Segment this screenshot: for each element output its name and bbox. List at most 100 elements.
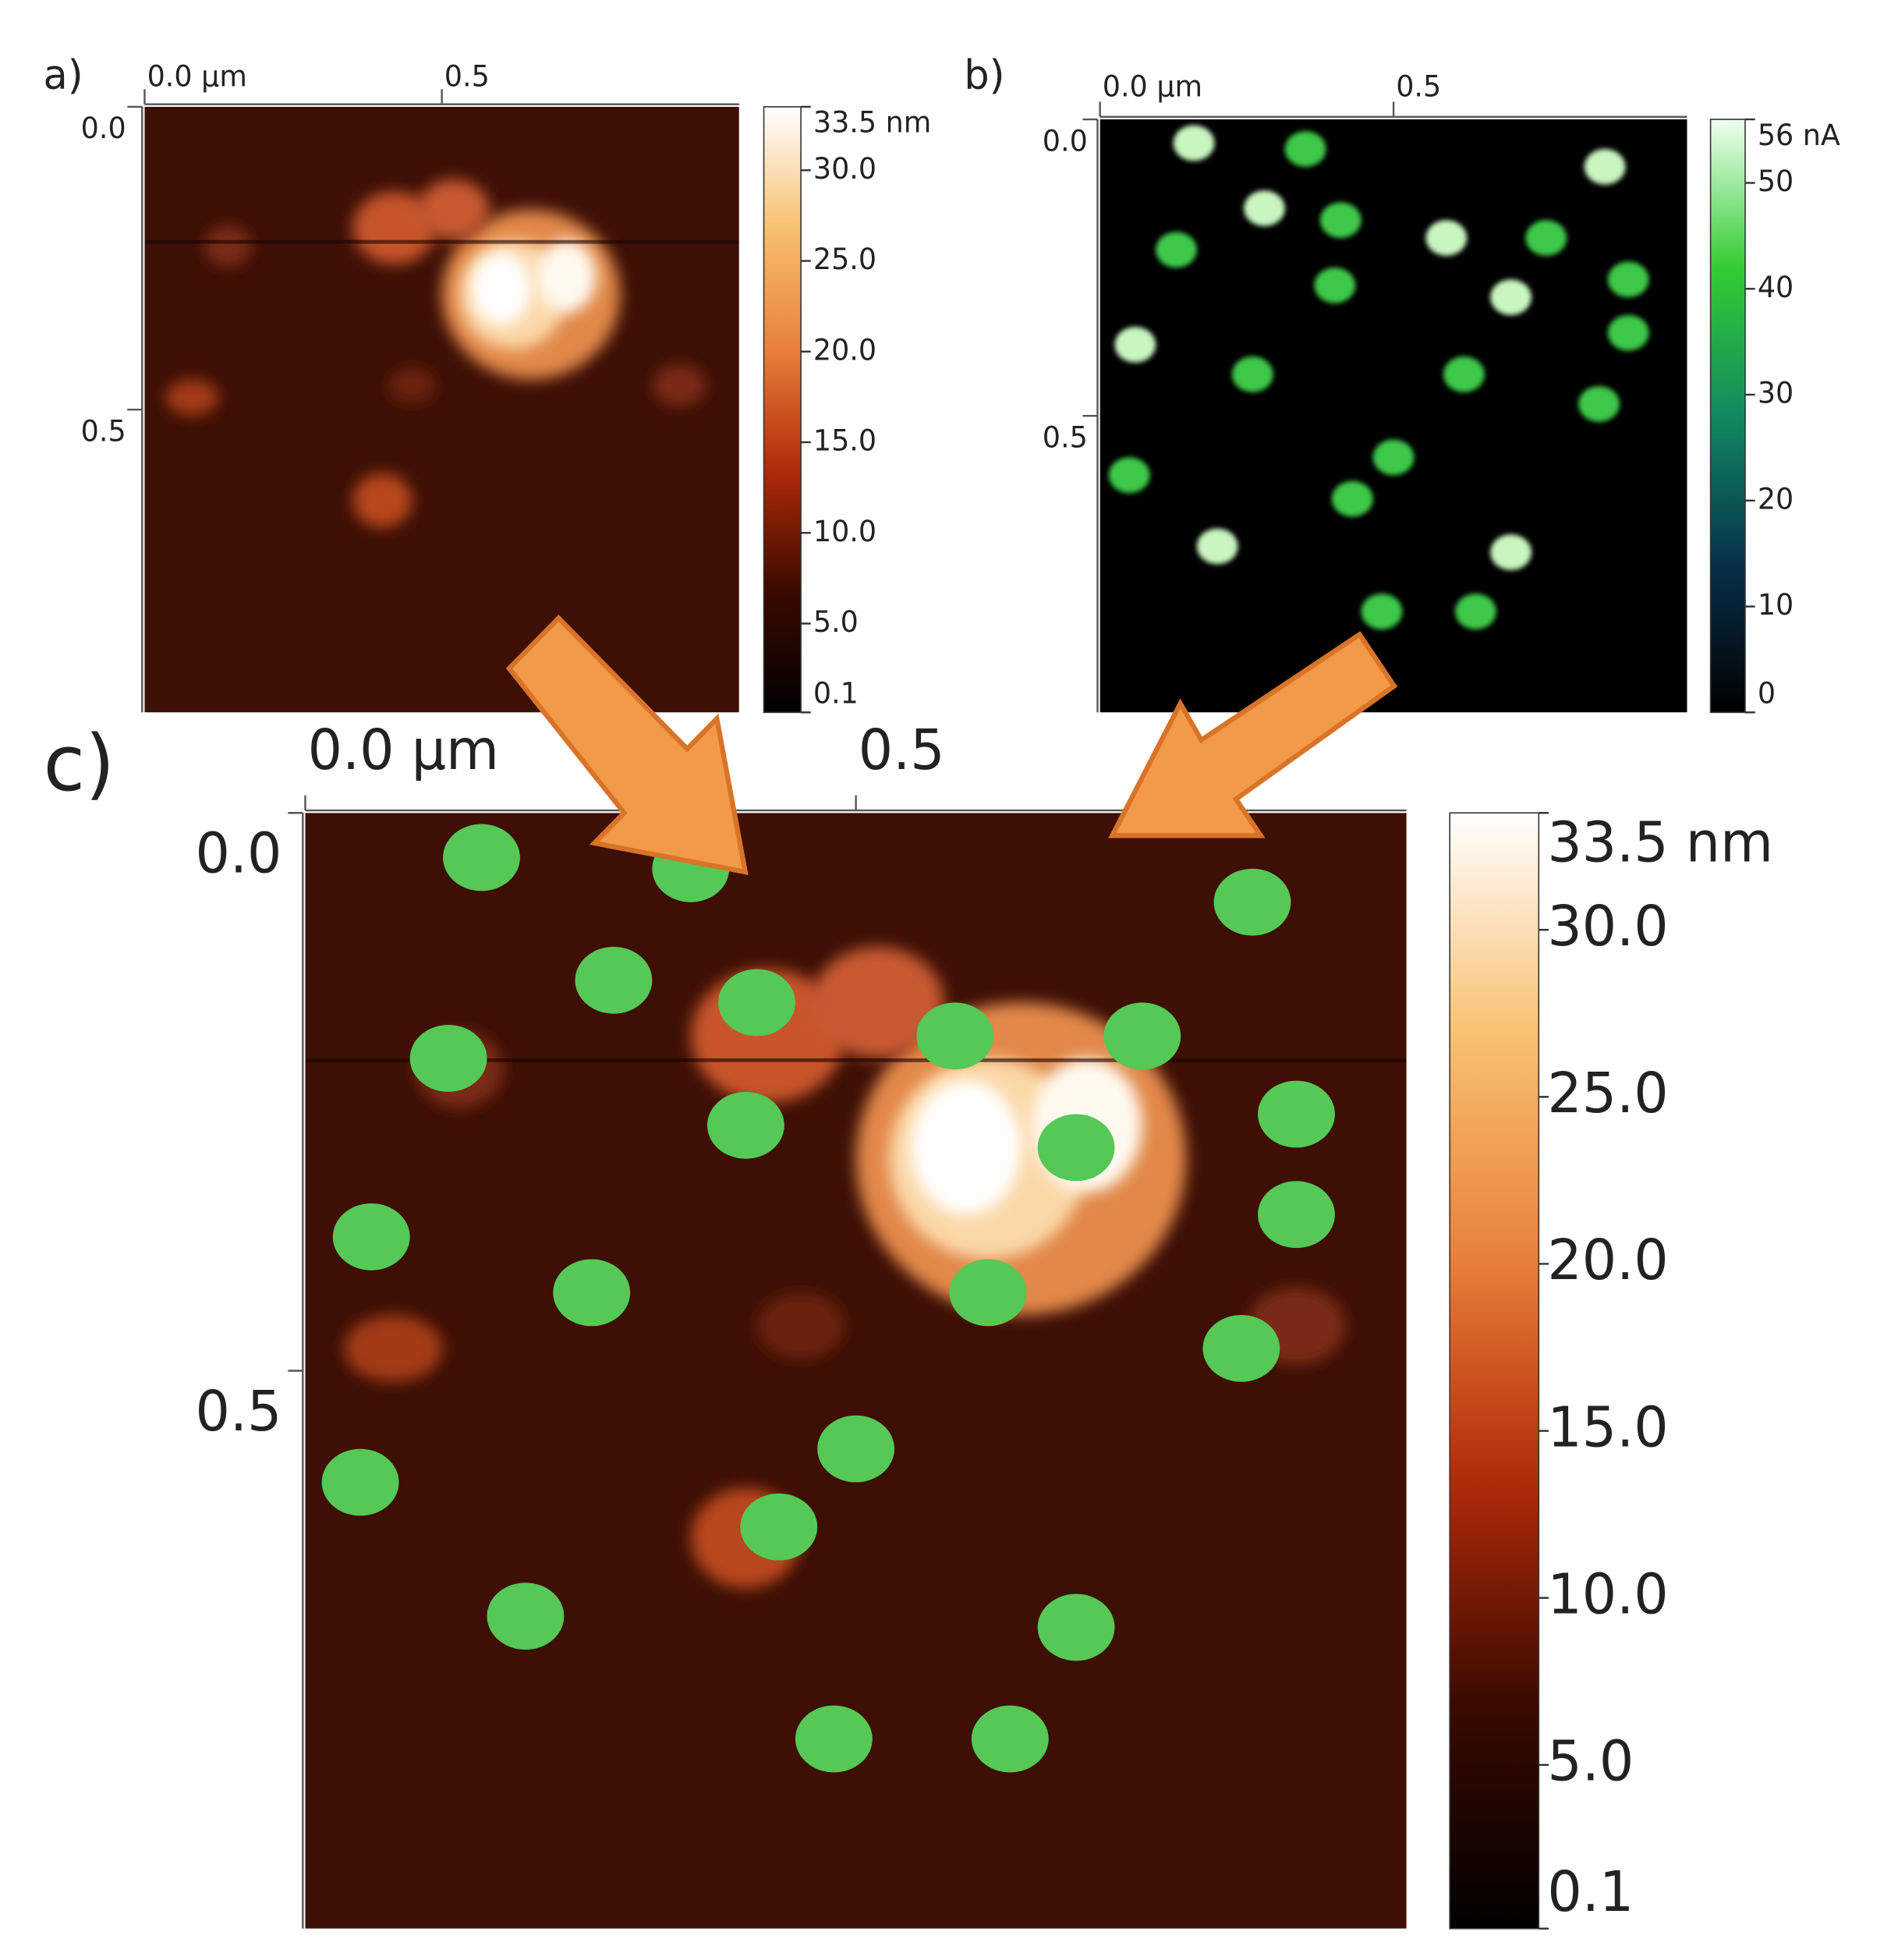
current-feature bbox=[1578, 386, 1620, 422]
current-feature bbox=[1196, 528, 1238, 565]
current-feature bbox=[1425, 220, 1468, 256]
current-feature bbox=[1607, 261, 1649, 298]
current-feature bbox=[443, 824, 520, 891]
colorbar-tick-label: 40 bbox=[1758, 271, 1794, 304]
x-tick-label: 0.0 µm bbox=[1103, 69, 1202, 103]
colorbar-tick-label: 20 bbox=[1758, 482, 1794, 516]
colorbar-tick-label: 15.0 bbox=[1547, 1395, 1668, 1460]
colorbar-tick-label: 10 bbox=[1758, 588, 1794, 622]
colorbar-tick-label: 50 bbox=[1758, 165, 1794, 198]
x-tick-label: 0.5 bbox=[1396, 69, 1441, 103]
current-feature bbox=[1156, 232, 1197, 268]
height-feature bbox=[812, 946, 944, 1058]
y-tick-label: 0.0 bbox=[81, 112, 126, 145]
height-feature bbox=[352, 473, 413, 528]
current-feature bbox=[553, 1259, 631, 1327]
scan-line bbox=[144, 239, 739, 244]
colorbar-tick-label: 30 bbox=[1758, 376, 1794, 409]
current-feature bbox=[1490, 279, 1532, 315]
colorbar-tick-label: 0.1 bbox=[813, 676, 859, 710]
current-feature bbox=[1490, 534, 1532, 570]
height-feature bbox=[204, 225, 252, 268]
current-feature bbox=[332, 1203, 410, 1271]
current-feature bbox=[1173, 125, 1215, 161]
current-feature bbox=[718, 969, 795, 1037]
height-feature bbox=[165, 379, 219, 416]
colorbar-tick-label: 20.0 bbox=[813, 333, 876, 367]
colorbar-tick-label: 15.0 bbox=[813, 424, 876, 457]
current-feature bbox=[1103, 1002, 1181, 1070]
panel-label: a) bbox=[43, 52, 83, 99]
current-feature bbox=[575, 946, 653, 1014]
image bbox=[1100, 119, 1687, 713]
current-feature bbox=[1607, 314, 1649, 351]
colorbar-tick-label: 33.5 nm bbox=[1547, 810, 1773, 875]
panel: c) 0.0 µm 0.5 0.0 0.5 33.5 nm 30.0 25.0 20.0 15.0… bbox=[43, 718, 1773, 1930]
current-feature bbox=[409, 1025, 487, 1092]
x-tick-label: 0.5 bbox=[859, 718, 945, 783]
current-feature bbox=[949, 1259, 1027, 1327]
height-feature bbox=[352, 191, 437, 264]
current-feature bbox=[1202, 1314, 1280, 1382]
colorbar-tick-label: 30.0 bbox=[1547, 894, 1668, 959]
colorbar-tick-label: 30.0 bbox=[813, 152, 876, 186]
current-feature bbox=[1525, 220, 1567, 256]
panels: a) 0.0 µm 0.5 0.0 0.5 33.5 nm 30.0 25.0 20.0 15.0… bbox=[43, 52, 1840, 1930]
height-feature bbox=[653, 363, 706, 407]
colorbar-tick-label: 0 bbox=[1758, 676, 1776, 710]
height-feature bbox=[756, 1292, 845, 1360]
height-feature bbox=[343, 1314, 444, 1382]
current-feature bbox=[1232, 356, 1273, 392]
current-feature bbox=[1037, 1593, 1115, 1661]
y-tick-label: 0.5 bbox=[81, 414, 126, 448]
colorbar-tick-label: 33.5 nm bbox=[813, 105, 931, 139]
current-feature bbox=[487, 1583, 565, 1650]
current-feature bbox=[1108, 457, 1150, 494]
height-feature bbox=[388, 367, 437, 404]
colorbar bbox=[763, 106, 802, 714]
x-tick-label: 0.0 µm bbox=[147, 59, 247, 93]
arrow bbox=[505, 615, 749, 876]
colorbar-tick-label: 25.0 bbox=[1547, 1061, 1668, 1125]
height-feature bbox=[418, 179, 490, 240]
current-feature bbox=[1314, 268, 1356, 303]
colorbar-tick-label: 10.0 bbox=[813, 515, 876, 548]
current-feature bbox=[706, 1091, 784, 1159]
y-tick-label: 0.0 bbox=[195, 821, 282, 886]
current-feature bbox=[1213, 868, 1291, 936]
current-feature bbox=[817, 1415, 895, 1483]
colorbar-tick-label: 25.0 bbox=[813, 243, 876, 276]
height-feature bbox=[536, 239, 597, 313]
y-tick-label: 0.0 bbox=[1043, 124, 1088, 158]
panel-label: b) bbox=[964, 52, 1004, 99]
current-feature bbox=[971, 1705, 1049, 1773]
arrows bbox=[505, 615, 1398, 876]
colorbar-tick-label: 0.1 bbox=[1547, 1859, 1634, 1924]
x-tick-label: 0.5 bbox=[444, 59, 490, 93]
current-feature bbox=[795, 1705, 873, 1773]
current-feature bbox=[740, 1493, 818, 1561]
current-feature bbox=[916, 1002, 994, 1070]
current-feature bbox=[1284, 131, 1326, 167]
colorbar bbox=[1449, 812, 1540, 1930]
current-feature bbox=[1361, 594, 1403, 629]
current-feature bbox=[1258, 1080, 1335, 1148]
colorbar bbox=[1709, 119, 1746, 714]
colorbar-tick-label: 20.0 bbox=[1547, 1228, 1668, 1293]
current-feature bbox=[1319, 202, 1362, 239]
height-feature bbox=[471, 252, 531, 325]
current-feature bbox=[1037, 1114, 1115, 1182]
image bbox=[305, 813, 1407, 1929]
current-feature bbox=[1372, 439, 1415, 476]
current-feature bbox=[321, 1448, 399, 1516]
panel-label: c) bbox=[43, 719, 115, 809]
image bbox=[144, 106, 739, 713]
height-feature bbox=[911, 1080, 1022, 1215]
colorbar-tick-label: 5.0 bbox=[1547, 1729, 1634, 1794]
y-tick-label: 0.5 bbox=[195, 1379, 282, 1444]
scan-line bbox=[305, 1058, 1407, 1062]
current-feature bbox=[1584, 149, 1626, 185]
colorbar-tick-label: 56 nA bbox=[1758, 119, 1840, 152]
